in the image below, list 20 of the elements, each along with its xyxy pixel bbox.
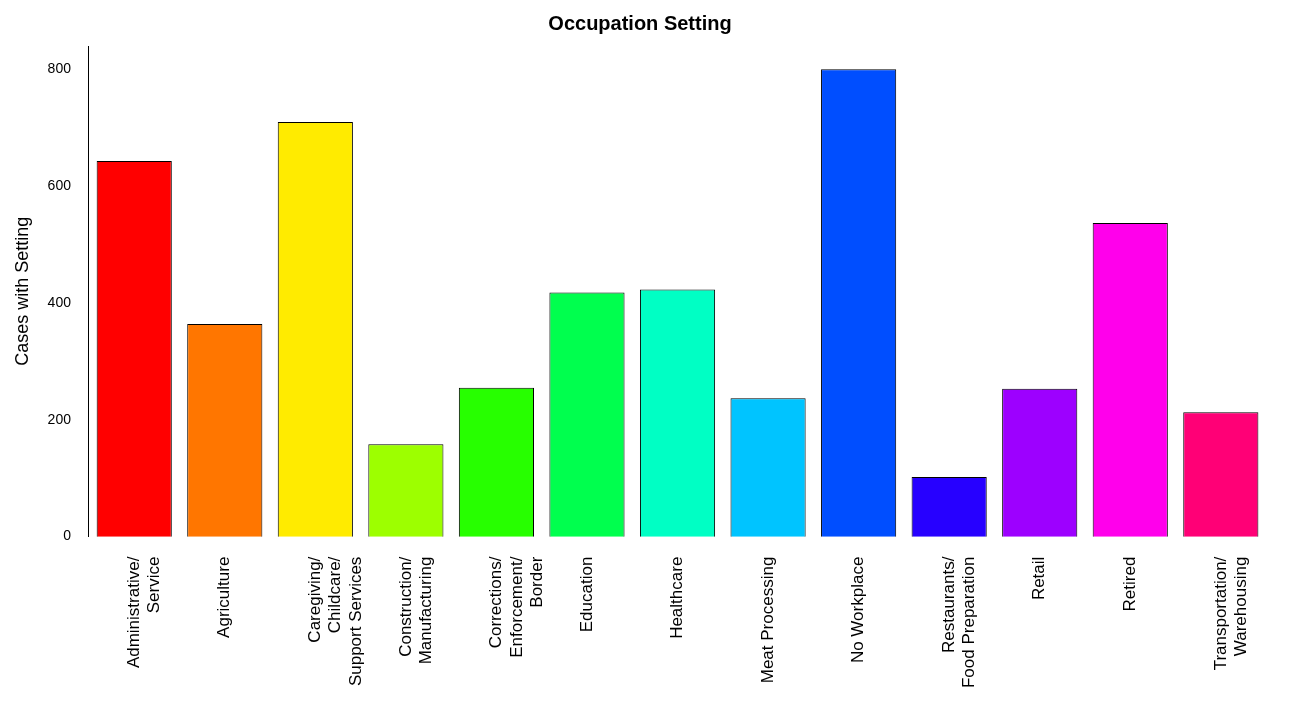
x-tick-label: Healthcare — [667, 556, 687, 639]
x-tick-label: Agriculture — [214, 556, 234, 638]
y-tick-label: 400 — [47, 293, 72, 310]
y-tick-label: 200 — [47, 410, 72, 427]
x-tick-label: Education — [576, 556, 596, 633]
x-tick-label: Construction/ Manufacturing — [395, 556, 435, 665]
x-tick-label: Retail — [1029, 556, 1049, 601]
x-tick-label: Retired — [1119, 556, 1139, 612]
x-tick-label: Restaurants/ Food Preparation — [938, 556, 979, 689]
x-tick-label: No Workplace — [848, 556, 868, 664]
x-tick-label: Corrections/ Enforcement/ Border — [486, 556, 546, 658]
x-tick-label: Meat Processing — [757, 556, 777, 684]
chart-title: Occupation Setting — [548, 11, 732, 34]
x-tick-label: Transportation/ Warehousing — [1210, 556, 1250, 671]
y-axis-title: Cases with Setting — [11, 216, 32, 366]
y-tick-label: 0 — [63, 527, 72, 544]
y-tick-label: 800 — [47, 60, 72, 77]
y-tick-label: 600 — [47, 177, 72, 194]
x-tick-label: Caregiving/ Childcare/ Support Services — [305, 556, 365, 687]
x-tick-label: Administrative/ Service — [123, 556, 164, 669]
